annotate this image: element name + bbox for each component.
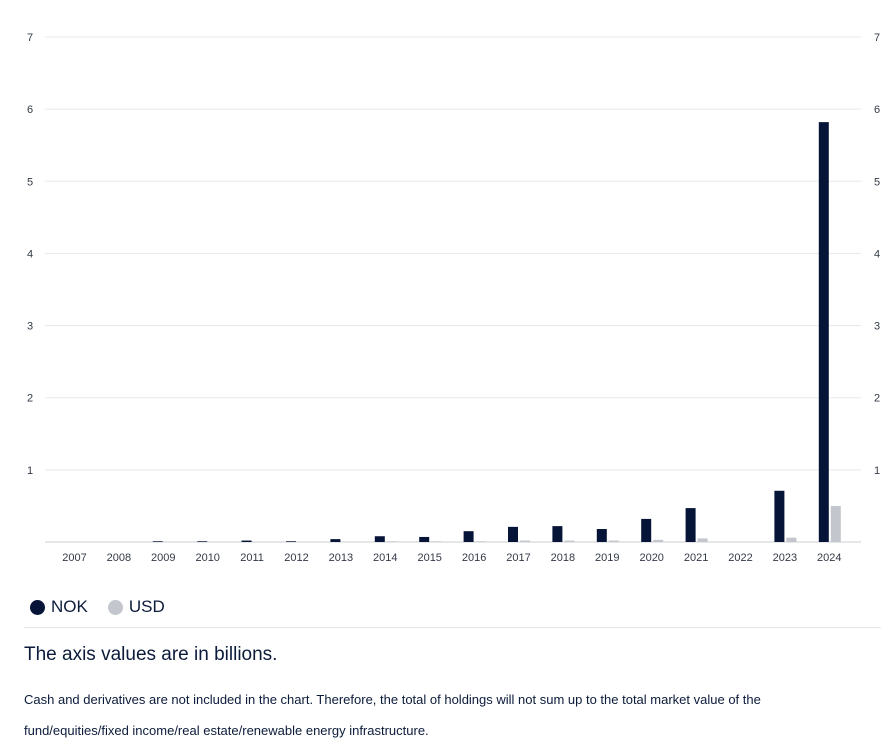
x-tick-label: 2024 — [817, 552, 841, 564]
y-tick-label: 6 — [27, 104, 33, 116]
bar-usd-2021 — [697, 538, 708, 542]
footnote: Cash and derivatives are not included in… — [24, 692, 761, 738]
axis-note: The axis values are in billions. — [24, 644, 278, 665]
bar-nok-2009 — [152, 541, 163, 542]
y-tick-label: 7 — [27, 32, 33, 44]
y-tick-label: 2 — [874, 393, 880, 405]
bar-usd-2024 — [830, 505, 841, 542]
x-tick-label: 2021 — [684, 552, 708, 564]
bar-usd-2016 — [475, 541, 486, 542]
y-tick-label: 1 — [874, 465, 880, 477]
bar-nok-2017 — [508, 526, 518, 542]
x-tick-label: 2010 — [195, 552, 219, 564]
bar-usd-2020 — [653, 539, 664, 542]
x-tick-label: 2008 — [107, 552, 131, 564]
bar-nok-2015 — [419, 536, 430, 542]
gridlines — [45, 36, 861, 543]
bar-nok-2013 — [330, 539, 341, 542]
y-tick-label: 1 — [27, 465, 33, 477]
x-tick-label: 2007 — [62, 552, 86, 564]
bar-nok-2010 — [197, 541, 208, 542]
y-tick-label: 2 — [27, 393, 33, 405]
x-tick-label: 2015 — [417, 552, 441, 564]
legend: NOK USD — [30, 597, 185, 617]
bar-usd-2023 — [786, 537, 797, 542]
x-tick-label: 2012 — [284, 552, 308, 564]
legend-item-usd[interactable]: USD — [107, 597, 165, 617]
y-tick-label: 5 — [874, 176, 880, 188]
y-axis-right: 1 2 3 4 5 6 7 — [874, 32, 880, 477]
bar-nok-2018 — [552, 526, 563, 542]
legend-label-usd: USD — [128, 597, 165, 616]
y-tick-label: 7 — [874, 32, 880, 44]
bar-nok-2012 — [286, 541, 296, 542]
y-tick-label: 4 — [874, 248, 880, 260]
x-tick-label: 2018 — [551, 552, 575, 564]
y-tick-label: 6 — [874, 104, 880, 116]
x-tick-label: 2011 — [240, 552, 264, 564]
bar-nok-2016 — [463, 531, 474, 542]
y-tick-label: 3 — [27, 321, 33, 333]
bar-usd-2019 — [608, 540, 619, 542]
bar-nok-2021 — [685, 508, 696, 542]
legend-item-nok[interactable]: NOK — [30, 597, 88, 617]
bar-usd-2014 — [386, 541, 397, 542]
y-tick-label: 4 — [27, 248, 33, 260]
bar-nok-2011 — [241, 540, 252, 542]
bars — [152, 122, 841, 542]
bar-chart: 1 2 3 4 5 6 7 1 2 3 4 5 6 7 2007 2008 2009 2010 2011 2012… — [27, 32, 880, 564]
bar-usd-2015 — [431, 541, 442, 542]
bar-nok-2014 — [374, 536, 385, 542]
x-tick-label: 2023 — [773, 552, 797, 564]
divider — [24, 627, 881, 628]
bar-usd-2018 — [564, 540, 575, 542]
legend-dot-nok — [30, 599, 45, 615]
legend-label-nok: NOK — [51, 597, 88, 616]
bar-usd-2017 — [520, 540, 530, 542]
x-tick-label: 2020 — [639, 552, 663, 564]
x-tick-label: 2014 — [373, 552, 397, 564]
x-tick-label: 2016 — [462, 552, 486, 564]
x-tick-label: 2022 — [728, 552, 752, 564]
x-axis: 2007 2008 2009 2010 2011 2012 2013 2014 2015 2016… — [62, 552, 841, 564]
y-axis-left: 1 2 3 4 5 6 7 — [27, 32, 33, 477]
x-tick-label: 2009 — [151, 552, 175, 564]
legend-dot-usd — [107, 599, 123, 615]
x-tick-label: 2019 — [595, 552, 619, 564]
bar-nok-2020 — [641, 518, 652, 542]
bar-nok-2019 — [596, 529, 607, 542]
bar-nok-2023 — [774, 490, 785, 542]
y-tick-label: 3 — [874, 321, 880, 333]
x-tick-label: 2013 — [329, 552, 353, 564]
y-tick-label: 5 — [27, 176, 33, 188]
x-tick-label: 2017 — [506, 552, 530, 564]
bar-nok-2024 — [818, 122, 829, 542]
